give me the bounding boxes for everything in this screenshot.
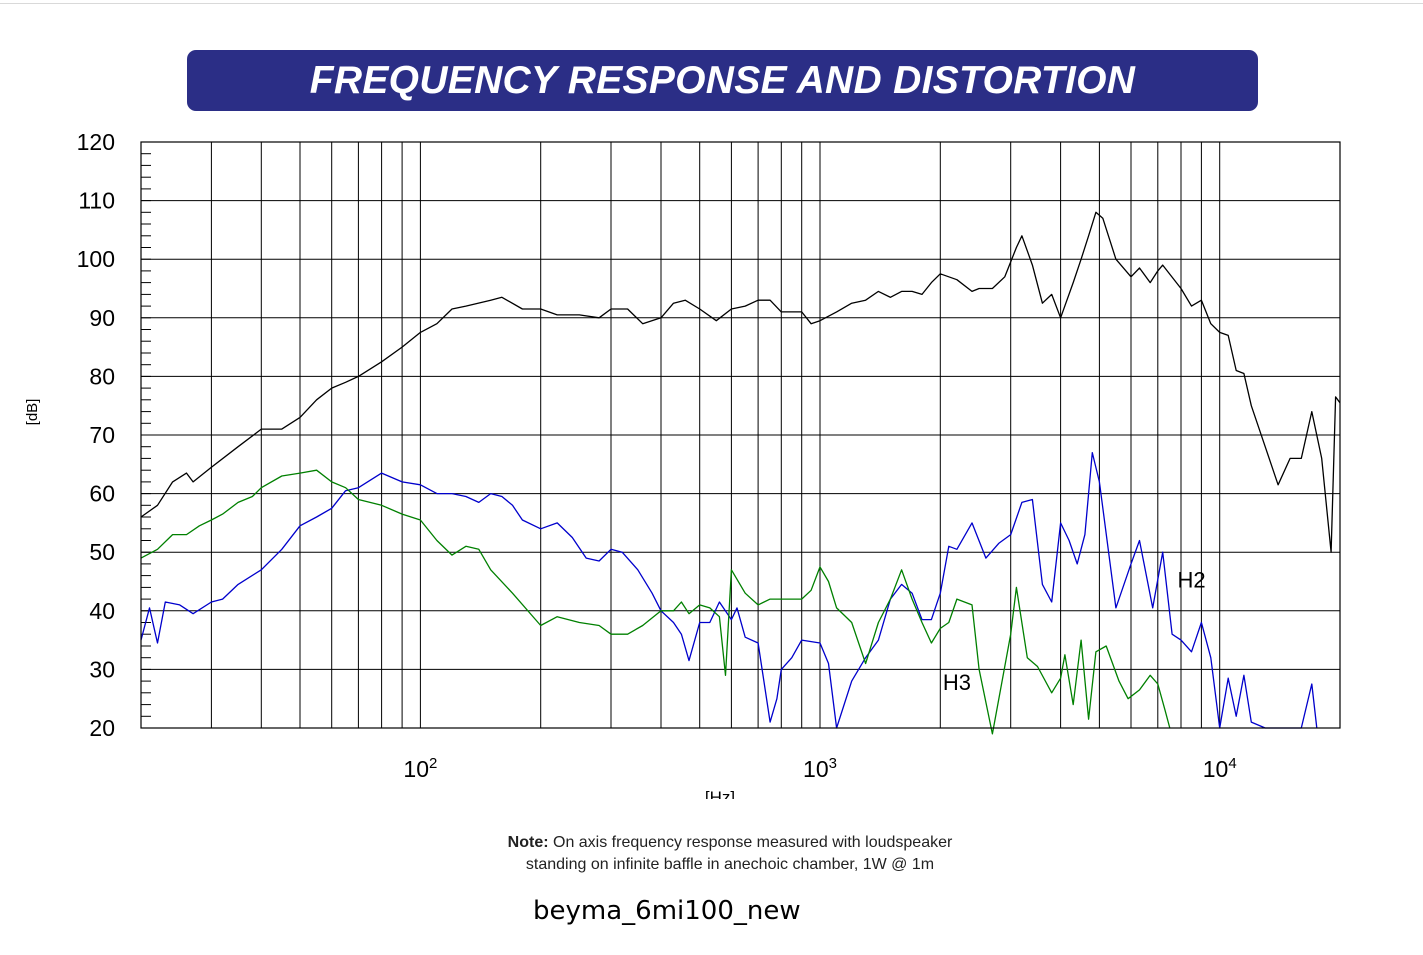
y-tick-label: 120 [77, 129, 115, 155]
frequency-response-chart: 20 30 40 50 60 70 80 90 100 110 120 102 103 104 H2 H3… [24, 129, 1341, 807]
y-tick-label: 70 [89, 422, 115, 448]
y-tick-label: 100 [77, 246, 115, 272]
y-axis-tick-labels: 20 30 40 50 60 70 80 90 100 110 120 [77, 129, 115, 741]
series-h2-line [140, 451, 1318, 729]
measurement-note: Note: On axis frequency response measure… [430, 832, 1030, 876]
x-tick-label: 102 [403, 755, 437, 782]
series-h3-line [140, 469, 1171, 735]
annotation-h3: H3 [943, 670, 971, 695]
y-tick-label: 40 [89, 598, 115, 624]
x-tick-label: 104 [1203, 755, 1237, 782]
x-axis-tick-labels: 102 103 104 [403, 755, 1236, 782]
title-banner: FREQUENCY RESPONSE AND DISTORTION [187, 50, 1258, 111]
grid [141, 141, 1340, 729]
y-tick-label: 20 [89, 715, 115, 741]
x-axis-label-clip: [Hz] [705, 788, 735, 807]
y-minor-ticks [141, 141, 151, 729]
file-name-caption: beyma_6mi100_new [533, 896, 801, 926]
series-response-line [140, 211, 1341, 553]
plot-frame [140, 141, 1341, 729]
chart-title: FREQUENCY RESPONSE AND DISTORTION [309, 58, 1136, 102]
y-tick-label: 90 [89, 305, 115, 331]
top-divider-line [0, 3, 1423, 4]
series [140, 211, 1341, 735]
y-tick-label: 110 [78, 188, 115, 214]
note-line-1: On axis frequency response measured with… [548, 834, 953, 851]
annotations: H2 H3 [943, 567, 1206, 695]
note-label: Note: [507, 834, 549, 851]
note-line-2: standing on infinite baffle in anechoic … [525, 856, 935, 873]
x-tick-label: 103 [803, 755, 837, 782]
y-axis-label: [dB] [24, 399, 41, 426]
y-tick-label: 30 [89, 656, 115, 682]
annotation-h2: H2 [1177, 567, 1205, 592]
y-tick-label: 50 [89, 539, 115, 565]
y-tick-label: 60 [89, 481, 115, 507]
y-tick-label: 80 [89, 363, 115, 389]
x-axis-label: [Hz] [705, 788, 735, 807]
